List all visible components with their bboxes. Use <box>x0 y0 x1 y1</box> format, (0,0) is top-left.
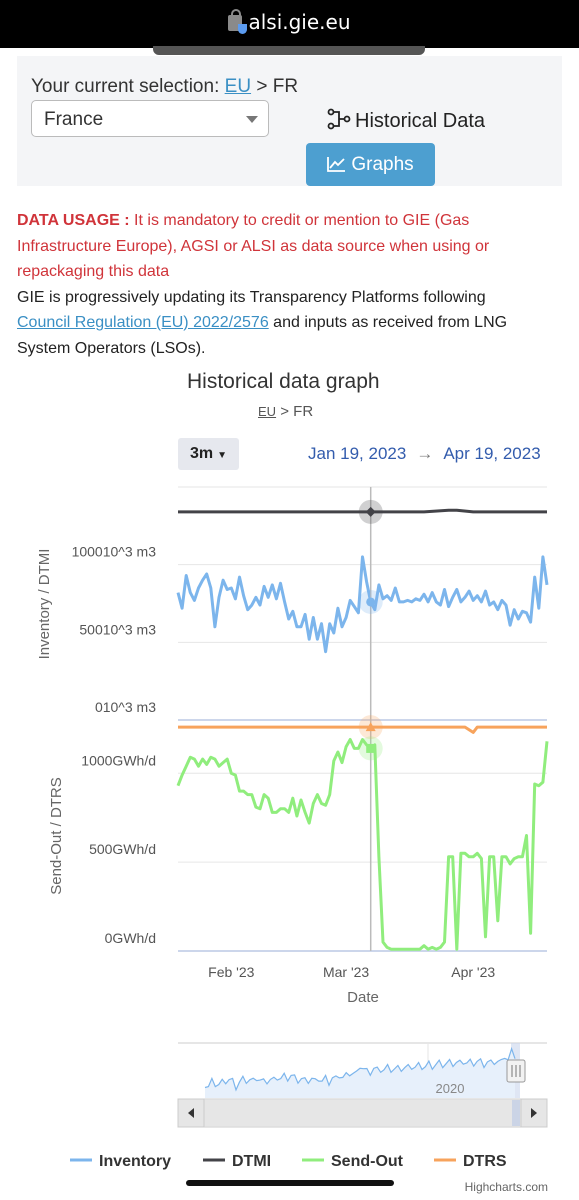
chart-breadcrumb-separator: > <box>280 403 289 420</box>
regulation-link[interactable]: Council Regulation (EU) 2022/2576 <box>17 314 269 331</box>
legend-item-send-out[interactable]: Send-Out <box>331 1153 404 1170</box>
crosshair <box>358 487 383 951</box>
selection-label: Your current selection: <box>31 76 220 97</box>
y-axis-title-inventory: Inventory / DTMI <box>36 549 53 660</box>
scrollbar-area <box>204 1100 522 1126</box>
shield-icon <box>238 24 248 34</box>
y-tick-label: 100010^3 m3 <box>72 544 157 560</box>
page-header-strip <box>153 46 425 55</box>
series-line-send-out[interactable] <box>176 738 549 951</box>
data-usage-warning: DATA USAGE : It is mandatory to credit o… <box>17 208 562 285</box>
selection-panel: Your current selection: EU > FR France H… <box>17 56 562 186</box>
chart-breadcrumb-country: FR <box>293 403 314 420</box>
scrollbar-thumb[interactable] <box>512 1100 520 1126</box>
historical-data-label: Historical Data <box>355 110 486 132</box>
update-text-1: GIE is progressively updating its Transp… <box>17 288 486 306</box>
y-tick-label: 010^3 m3 <box>95 699 156 715</box>
date-from[interactable]: Jan 19, 2023 <box>308 444 407 463</box>
caret-down-icon: ▼ <box>217 450 228 461</box>
y-tick-label: 500GWh/d <box>89 841 156 857</box>
selection-separator: > <box>256 76 268 97</box>
chart-breadcrumb: EU > FR <box>258 403 313 420</box>
historical-data-button[interactable]: Historical Data <box>327 108 485 133</box>
current-selection: Your current selection: EU > FR <box>31 76 298 98</box>
arrow-right-icon <box>531 1108 537 1118</box>
y-axis-title-sendout: Send-Out / DTRS <box>48 777 65 895</box>
navigator[interactable]: 2020 <box>177 1042 548 1128</box>
legend-item-dtmi[interactable]: DTMI <box>232 1153 271 1170</box>
date-to[interactable]: Apr 19, 2023 <box>443 444 541 463</box>
x-tick-label: Apr '23 <box>451 964 495 980</box>
hover-marker-dtmi <box>365 506 376 517</box>
range-selector-value: 3m <box>189 445 214 462</box>
line-chart-icon <box>327 157 346 172</box>
arrow-left-icon <box>188 1108 194 1118</box>
series-line-dtmi[interactable] <box>178 508 547 514</box>
y-axis-labels: 010^3 m3 50010^3 m3 100010^3 m3 0GWh/d 500GW… <box>72 544 157 946</box>
chart-title-text: Historical data graph <box>187 370 380 393</box>
y-tick-label: 0GWh/d <box>105 930 156 946</box>
x-axis-title: Date <box>347 989 379 1006</box>
range-selector-button[interactable]: 3m ▼ <box>178 438 239 470</box>
legend: Inventory DTMI Send-Out DTRS <box>70 1153 507 1170</box>
data-flow-icon <box>327 108 351 130</box>
data-usage-text: It is mandatory to credit or mention to … <box>17 212 490 280</box>
url-bar[interactable]: alsi.gie.eu <box>0 9 579 34</box>
legend-item-inventory[interactable]: Inventory <box>99 1153 171 1170</box>
chevron-down-icon <box>246 116 258 123</box>
graphs-label: Graphs <box>351 154 414 175</box>
chart-region-link[interactable]: EU <box>258 404 277 419</box>
hover-marker-dtrs <box>365 722 376 732</box>
home-indicator <box>186 1180 394 1186</box>
series-line-inventory[interactable] <box>176 555 549 654</box>
selection-country: FR <box>272 76 299 97</box>
gridlines <box>178 486 547 952</box>
navigator-area <box>205 1048 515 1098</box>
update-info: GIE is progressively updating its Transp… <box>17 285 562 362</box>
region-link[interactable]: EU <box>224 76 252 97</box>
legend-item-dtrs[interactable]: DTRS <box>463 1153 507 1170</box>
scroll-left-button[interactable] <box>177 1098 205 1128</box>
browser-top-bar: alsi.gie.eu <box>0 0 579 48</box>
data-usage-notice: DATA USAGE : It is mandatory to credit o… <box>17 208 562 361</box>
navigator-series <box>204 1046 516 1092</box>
hover-marker-inventory <box>366 597 376 607</box>
x-tick-label: Mar '23 <box>323 964 369 980</box>
y-tick-label: 50010^3 m3 <box>79 621 156 637</box>
url-text: alsi.gie.eu <box>248 10 351 34</box>
hover-marker-sendout <box>366 743 376 753</box>
chart-credits[interactable]: Highcharts.com <box>464 1180 548 1194</box>
update-text-2: and inputs as received from LNG System O… <box>17 314 508 357</box>
date-arrow: → <box>416 444 434 463</box>
graphs-button[interactable]: Graphs <box>306 143 435 186</box>
data-usage-label: DATA USAGE : <box>17 212 130 229</box>
date-range: Jan 19, 2023 → Apr 19, 2023 <box>308 444 541 464</box>
y-tick-label: 1000GWh/d <box>81 752 156 768</box>
navigator-tick-label: 2020 <box>436 1081 465 1096</box>
lock-icon <box>228 9 248 34</box>
x-axis-labels: Feb '23 Mar '23 Apr '23 <box>208 964 495 980</box>
country-select-value: France <box>44 109 104 130</box>
x-tick-label: Feb '23 <box>208 964 254 980</box>
country-select[interactable]: France <box>31 100 269 137</box>
chart-title: Historical data graph <box>0 370 579 394</box>
